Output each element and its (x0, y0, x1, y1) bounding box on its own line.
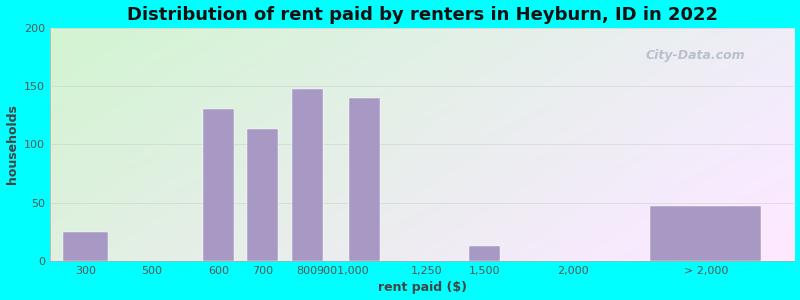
Bar (203, 110, 234, 261)
Bar (469, 246, 500, 261)
Title: Distribution of rent paid by renters in Heyburn, ID in 2022: Distribution of rent paid by renters in … (126, 6, 718, 24)
X-axis label: rent paid ($): rent paid ($) (378, 281, 466, 294)
Bar (650, 206, 762, 261)
Y-axis label: households: households (6, 104, 18, 184)
Bar (349, 98, 380, 261)
Bar (247, 129, 278, 261)
Bar (63, 232, 108, 261)
Bar (291, 88, 322, 261)
Text: City-Data.com: City-Data.com (646, 50, 746, 62)
